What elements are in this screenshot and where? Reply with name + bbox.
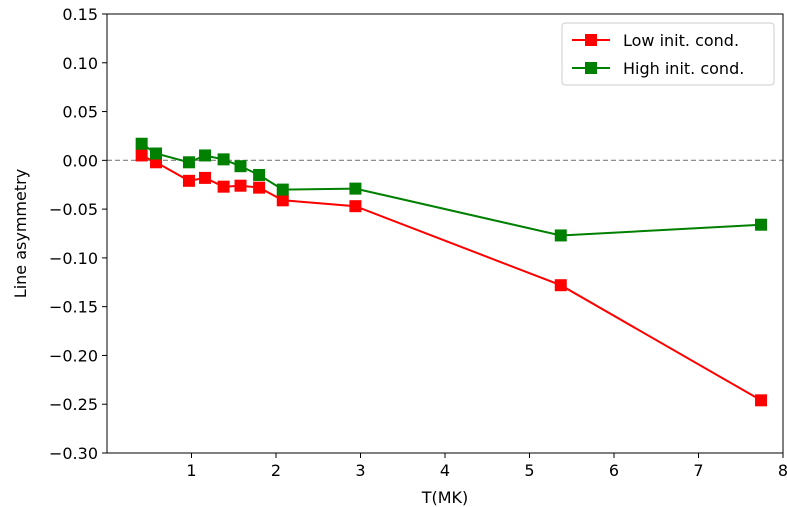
- data-point-low-init: [755, 394, 768, 407]
- series-high-init: [135, 137, 768, 242]
- data-point-low-init: [135, 149, 148, 162]
- x-tick-label: 8: [778, 461, 787, 480]
- data-point-high-init: [150, 147, 163, 160]
- y-tick-label: −0.30: [49, 444, 98, 463]
- x-tick-label: 7: [693, 461, 703, 480]
- y-tick-label: −0.20: [49, 346, 98, 365]
- data-point-high-init: [234, 160, 247, 173]
- y-tick-label: −0.05: [49, 200, 98, 219]
- x-tick-label: 3: [355, 461, 365, 480]
- data-point-high-init: [217, 153, 230, 166]
- data-point-high-init: [554, 229, 567, 242]
- data-point-high-init: [135, 137, 148, 150]
- y-tick-label: −0.25: [49, 395, 98, 414]
- series-line-low-init: [141, 154, 762, 402]
- data-point-low-init: [276, 194, 289, 207]
- x-tick-label: 5: [524, 461, 534, 480]
- x-axis-label: T(MK): [421, 488, 469, 507]
- y-tick-label: 0.05: [62, 103, 98, 122]
- data-point-high-init: [755, 218, 768, 231]
- y-tick-label: −0.15: [49, 298, 98, 317]
- series-low-init: [135, 149, 768, 407]
- data-point-high-init: [199, 149, 212, 162]
- legend-box: [561, 22, 775, 86]
- data-point-high-init: [349, 182, 362, 195]
- legend-item-low-init: Low init. cond.: [572, 31, 739, 50]
- legend-label: High init. cond.: [623, 59, 744, 78]
- data-point-high-init: [182, 156, 195, 169]
- legend-item-high-init: High init. cond.: [572, 59, 744, 78]
- data-point-low-init: [234, 179, 247, 192]
- data-point-low-init: [199, 171, 212, 184]
- y-axis-label: Line asymmetry: [11, 169, 30, 298]
- legend-swatch-marker: [585, 34, 597, 46]
- data-point-high-init: [253, 168, 266, 181]
- y-tick-label: 0.15: [62, 5, 98, 24]
- x-tick-label: 6: [609, 461, 619, 480]
- series-layer: [135, 137, 768, 407]
- y-tick-label: 0.00: [62, 151, 98, 170]
- ticks-layer: 1 2 3 4 5 6 7 8 −0.30 −0.25 −0.20 −0.15 −0.10 −0.05 0.…: [49, 5, 787, 480]
- data-point-low-init: [349, 200, 362, 213]
- legend: Low init. cond. High init. cond.: [561, 22, 775, 86]
- data-point-low-init: [217, 180, 230, 193]
- x-tick-label: 2: [271, 461, 281, 480]
- data-point-low-init: [554, 279, 567, 292]
- y-tick-label: −0.10: [49, 249, 98, 268]
- legend-label: Low init. cond.: [623, 31, 739, 50]
- y-tick-label: 0.10: [62, 54, 98, 73]
- legend-swatch-marker: [585, 62, 597, 74]
- x-tick-label: 1: [186, 461, 196, 480]
- data-point-low-init: [253, 181, 266, 194]
- x-tick-label: 4: [440, 461, 450, 480]
- data-point-low-init: [182, 174, 195, 187]
- data-point-high-init: [276, 183, 289, 196]
